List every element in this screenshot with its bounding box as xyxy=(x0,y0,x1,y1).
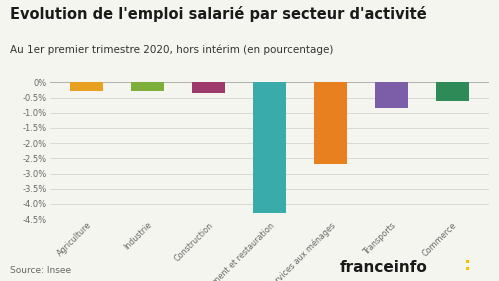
Bar xyxy=(70,82,103,91)
Bar xyxy=(436,82,469,101)
Bar xyxy=(252,82,286,213)
Bar xyxy=(131,82,164,91)
Text: Evolution de l'emploi salarié par secteur d'activité: Evolution de l'emploi salarié par secteu… xyxy=(10,6,427,22)
Bar xyxy=(314,82,347,164)
Bar xyxy=(192,82,225,93)
Bar xyxy=(375,82,408,108)
Text: Source: Insee: Source: Insee xyxy=(10,266,71,275)
Text: :: : xyxy=(464,256,471,274)
Text: franceinfo: franceinfo xyxy=(339,260,427,275)
Text: Au 1er premier trimestre 2020, hors intérim (en pourcentage): Au 1er premier trimestre 2020, hors inté… xyxy=(10,45,333,55)
